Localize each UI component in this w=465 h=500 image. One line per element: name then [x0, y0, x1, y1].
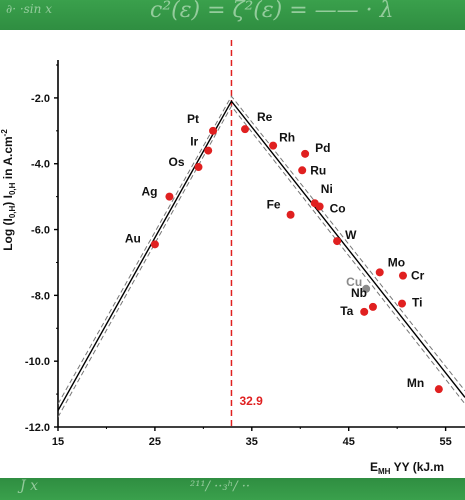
point-label-co: Co: [330, 202, 346, 216]
chalkboard-bottom: J x ²¹¹/ ··₃ʰ/ ··: [0, 478, 465, 500]
x-tick-label: 15: [52, 436, 64, 448]
y-tick-label: -10.0: [25, 356, 50, 368]
y-axis-label: Log (I0,H) I0,H in A.cm-2: [0, 129, 17, 251]
point-label-mo: Mo: [388, 255, 405, 269]
x-tick-label: 55: [439, 436, 451, 448]
point-co: [315, 202, 324, 211]
point-ru: [298, 166, 307, 175]
x-tick-label: 35: [246, 436, 258, 448]
x-tick-label: 25: [149, 436, 161, 448]
volcano-plot: -2.0 -4.0 -6.0 -8.0 -10.0 -12.015 25 35 45 55 32.9…: [0, 40, 465, 476]
x-tick-label: 45: [343, 436, 355, 448]
point-label-cu: Cu: [346, 275, 362, 289]
point-pd: [301, 149, 310, 158]
volcano-fit-line: [58, 99, 465, 411]
dashed-confidence-line-lower: [58, 105, 465, 418]
point-label-re: Re: [257, 110, 273, 124]
point-au: [150, 240, 159, 249]
point-label-ni: Ni: [321, 182, 333, 196]
point-label-au: Au: [125, 231, 141, 245]
point-pt: [209, 126, 218, 135]
point-mo: [375, 268, 384, 277]
y-tick-label: -8.0: [31, 290, 50, 302]
dashed-confidence-line-upper: [58, 95, 465, 405]
point-ir: [204, 146, 213, 155]
point-label-pt: Pt: [187, 112, 199, 126]
chart-panel: -2.0 -4.0 -6.0 -8.0 -10.0 -12.0 15 25 35 45 55 32.9…: [0, 30, 465, 478]
point-cu: [362, 284, 371, 293]
optimum-value-label: 32.9: [239, 394, 263, 408]
point-label-pd: Pd: [315, 141, 330, 155]
point-label-cr: Cr: [411, 269, 425, 283]
point-label-ti: Ti: [412, 296, 422, 310]
point-label-rh: Rh: [279, 131, 295, 145]
point-label-nb: Nb: [351, 286, 367, 300]
point-cr: [398, 271, 407, 280]
point-label-ir: Ir: [190, 135, 198, 149]
point-ag: [165, 192, 174, 201]
point-re: [241, 125, 250, 134]
point-label-fe: Fe: [267, 198, 281, 212]
point-mn: [434, 385, 443, 394]
point-fe: [286, 210, 295, 219]
y-tick-label: -2.0: [31, 93, 50, 105]
point-label-mn: Mn: [407, 376, 424, 390]
point-nb: [368, 302, 377, 311]
point-w: [333, 237, 342, 246]
point-ta: [360, 307, 369, 316]
y-tick-label: -6.0: [31, 225, 50, 237]
point-ti: [398, 299, 407, 308]
point-label-ru: Ru: [310, 163, 326, 177]
point-rh: [269, 141, 278, 150]
y-tick-label: -12.0: [25, 422, 50, 434]
y-tick-label: -4.0: [31, 159, 50, 171]
point-label-ta: Ta: [340, 304, 353, 318]
point-label-os: Os: [169, 155, 185, 169]
point-os: [194, 163, 203, 172]
point-label-w: W: [345, 228, 357, 242]
point-label-ag: Ag: [141, 185, 157, 199]
chalkboard-top: ∂· ·sin x c²(ε) = ζ²(ε) = —— · λ: [0, 0, 465, 30]
x-axis-label: EMH YY (kJ.m: [370, 460, 444, 476]
